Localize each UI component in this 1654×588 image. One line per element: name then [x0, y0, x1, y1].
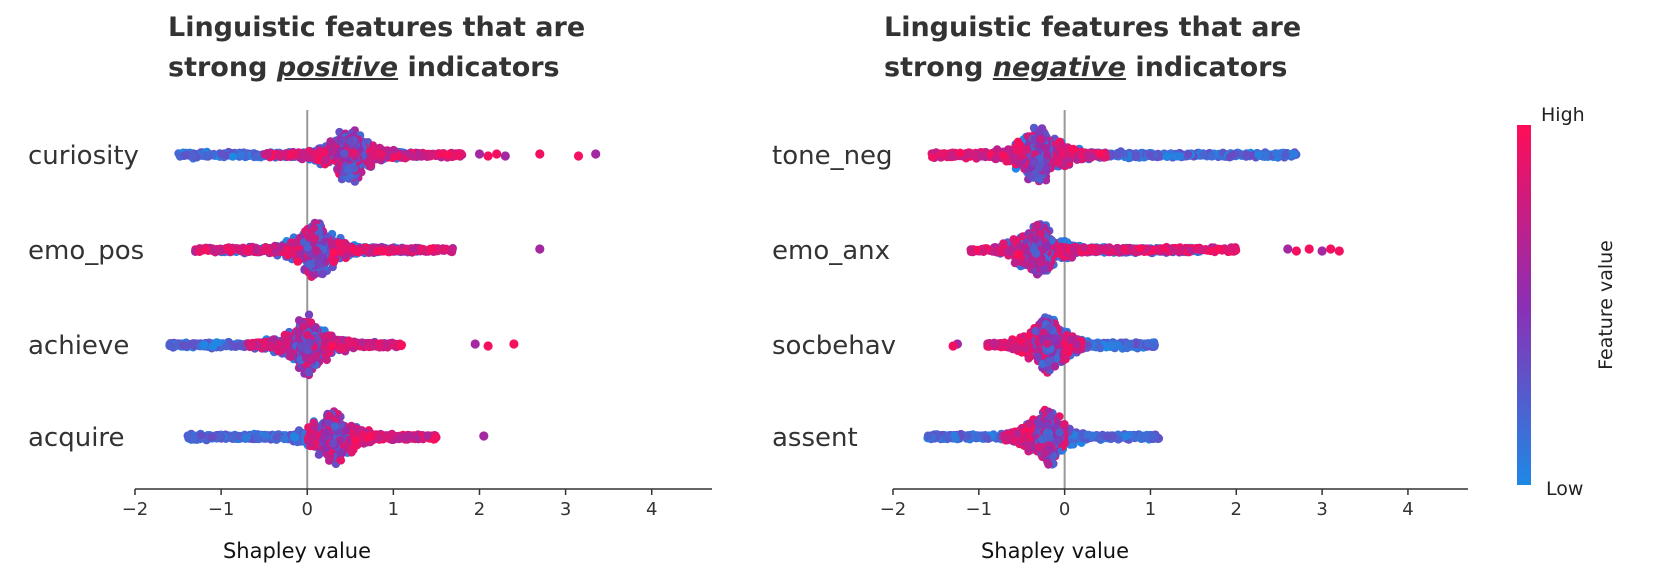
data-point [337, 247, 346, 257]
data-point [212, 245, 221, 255]
data-point [195, 247, 204, 256]
data-point [407, 151, 416, 161]
outlier-point [483, 341, 493, 351]
data-point [251, 245, 261, 255]
data-point [275, 243, 284, 252]
feature-row-emo_pos: emo_pos [28, 218, 545, 281]
data-point [232, 244, 241, 253]
data-point [340, 149, 349, 158]
data-point [448, 245, 457, 255]
data-point [201, 151, 211, 161]
outlier-point [535, 149, 545, 159]
data-point [377, 150, 386, 159]
outlier-point [474, 149, 485, 159]
data-point [261, 243, 270, 252]
data-point [294, 316, 304, 325]
data-point [367, 339, 377, 349]
data-point [241, 246, 251, 255]
data-point [444, 150, 453, 159]
data-point [357, 338, 367, 347]
data-point [282, 245, 292, 254]
outlier-point [500, 151, 510, 161]
data-point [306, 355, 315, 365]
right-title-line2: strong negative indicators [884, 52, 1288, 83]
outlier-point [492, 149, 502, 159]
data-point [188, 151, 197, 160]
outlier-point [535, 244, 545, 254]
data-point [434, 245, 443, 254]
feature-row-curiosity: curiosity [28, 126, 601, 186]
feature-label: curiosity [28, 141, 139, 171]
data-point [278, 344, 287, 353]
data-point [263, 149, 273, 159]
data-point [407, 244, 416, 253]
feature-row-achieve: achieve [28, 310, 519, 380]
data-point [266, 341, 275, 351]
left-title-line1: Linguistic features that are [168, 12, 586, 43]
data-point [248, 340, 257, 349]
data-point [236, 150, 245, 159]
data-point [435, 149, 444, 159]
data-point [417, 244, 426, 253]
data-point [393, 151, 403, 161]
data-point [369, 145, 379, 154]
data-point [165, 341, 175, 351]
right-chart-title: Linguistic features that are strong nega… [884, 8, 1301, 88]
data-point [305, 338, 314, 347]
data-point [311, 246, 321, 255]
data-point [326, 137, 335, 146]
data-point [222, 342, 231, 351]
data-point [223, 243, 232, 253]
data-point [228, 152, 237, 161]
data-point [321, 156, 330, 165]
data-point [189, 339, 198, 348]
data-point [208, 342, 218, 351]
right-title-line1: Linguistic features that are [884, 12, 1302, 43]
data-point [364, 157, 374, 166]
feature-label: emo_pos [28, 236, 144, 266]
data-point [304, 153, 313, 162]
outlier-point [573, 151, 584, 161]
feature-label: achieve [28, 331, 129, 361]
data-point [373, 246, 382, 255]
data-point [200, 340, 209, 349]
data-point [304, 367, 313, 376]
data-point [381, 339, 390, 348]
data-point [354, 247, 363, 256]
data-point [320, 148, 329, 157]
data-point [327, 341, 336, 350]
data-point [275, 150, 284, 159]
data-point [339, 344, 348, 353]
data-point [343, 165, 352, 174]
outlier-point [591, 149, 601, 159]
data-point [181, 151, 190, 160]
data-point [349, 164, 359, 173]
data-point [297, 342, 306, 351]
data-point [397, 341, 406, 351]
data-point [317, 253, 326, 262]
data-point [298, 149, 308, 158]
data-point [392, 246, 402, 256]
feature-label: acquire [28, 423, 125, 453]
outlier-point [483, 151, 493, 161]
data-point [322, 355, 331, 365]
outlier-point [470, 339, 480, 349]
data-point [318, 269, 327, 279]
data-point [217, 149, 226, 159]
data-point [181, 342, 191, 351]
outlier-point [509, 339, 519, 349]
data-point [310, 234, 320, 243]
data-point [253, 152, 262, 161]
data-point [453, 151, 463, 160]
data-point [426, 151, 435, 161]
left-title-line2: strong positive indicators [168, 52, 560, 83]
data-point [345, 137, 355, 146]
left-chart-title: Linguistic features that are strong posi… [168, 8, 585, 88]
data-point [286, 150, 295, 160]
feature-row-acquire: acquire [28, 407, 489, 469]
data-point [329, 248, 338, 257]
